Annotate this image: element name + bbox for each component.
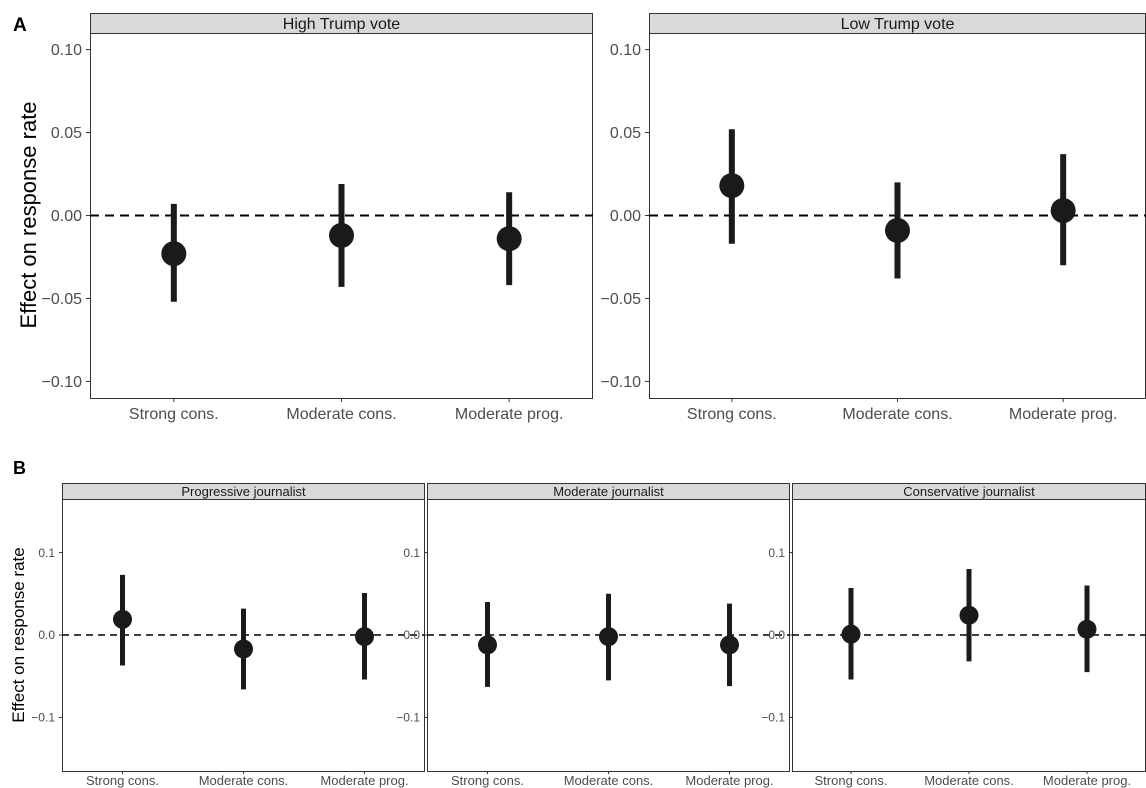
y-tick-label: −0.1 (761, 711, 785, 725)
estimate-point (720, 635, 739, 655)
x-tick-label: Strong cons. (129, 406, 219, 423)
y-tick-label: 0.1 (38, 546, 55, 560)
estimate-point (885, 217, 910, 243)
panel-letter: B (13, 458, 26, 478)
estimate-point (1050, 198, 1076, 224)
facet-title: High Trump vote (283, 16, 400, 33)
facet-title: Low Trump vote (841, 16, 955, 33)
y-tick-label: −0.10 (42, 374, 83, 391)
y-tick-label: −0.10 (601, 374, 642, 391)
estimate-point (959, 605, 979, 625)
y-tick-label: −0.05 (42, 291, 83, 308)
estimate-point (329, 222, 354, 248)
estimate-point (719, 173, 745, 199)
x-tick-label: Moderate cons. (564, 773, 654, 788)
facet-title: Progressive journalist (181, 484, 306, 499)
estimate-point (478, 635, 497, 655)
y-tick-label: 0.0 (768, 628, 785, 642)
estimate-point (496, 226, 522, 252)
x-tick-label: Strong cons. (86, 773, 159, 788)
y-tick-label: 0.00 (51, 208, 82, 225)
x-tick-label: Strong cons. (815, 773, 888, 788)
estimate-point (161, 241, 187, 267)
y-tick-label: 0.1 (403, 546, 420, 560)
x-tick-label: Strong cons. (451, 773, 524, 788)
facet-title: Conservative journalist (903, 484, 1035, 499)
estimate-point (234, 639, 253, 659)
estimate-point (841, 624, 861, 644)
y-axis-title: Effect on response rate (9, 547, 28, 722)
estimate-point (355, 627, 374, 647)
y-tick-label: 0.0 (403, 628, 420, 642)
x-tick-label: Moderate prog. (1009, 406, 1118, 423)
y-axis-title: Effect on response rate (16, 101, 41, 328)
x-tick-label: Moderate cons. (842, 406, 952, 423)
x-tick-label: Moderate cons. (286, 406, 396, 423)
y-tick-label: 0.10 (51, 42, 82, 59)
y-tick-label: −0.1 (31, 711, 55, 725)
y-tick-label: 0.05 (610, 125, 641, 142)
y-tick-label: 0.10 (610, 42, 641, 59)
estimate-point (599, 627, 618, 647)
x-tick-label: Moderate prog. (1043, 773, 1131, 788)
y-tick-label: 0.1 (768, 546, 785, 560)
x-tick-label: Moderate prog. (320, 773, 408, 788)
facet-title: Moderate journalist (553, 484, 664, 499)
x-tick-label: Moderate prog. (455, 406, 564, 423)
x-tick-label: Strong cons. (687, 406, 777, 423)
y-tick-label: 0.05 (51, 125, 82, 142)
x-tick-label: Moderate cons. (199, 773, 289, 788)
y-tick-label: 0.00 (610, 208, 641, 225)
x-tick-label: Moderate cons. (924, 773, 1014, 788)
y-tick-label: −0.1 (396, 711, 420, 725)
estimate-point (1077, 619, 1097, 639)
y-tick-label: 0.0 (38, 628, 55, 642)
x-tick-label: Moderate prog. (685, 773, 773, 788)
estimate-point (113, 609, 132, 629)
panel-letter: A (13, 15, 27, 36)
y-tick-label: −0.05 (601, 291, 642, 308)
